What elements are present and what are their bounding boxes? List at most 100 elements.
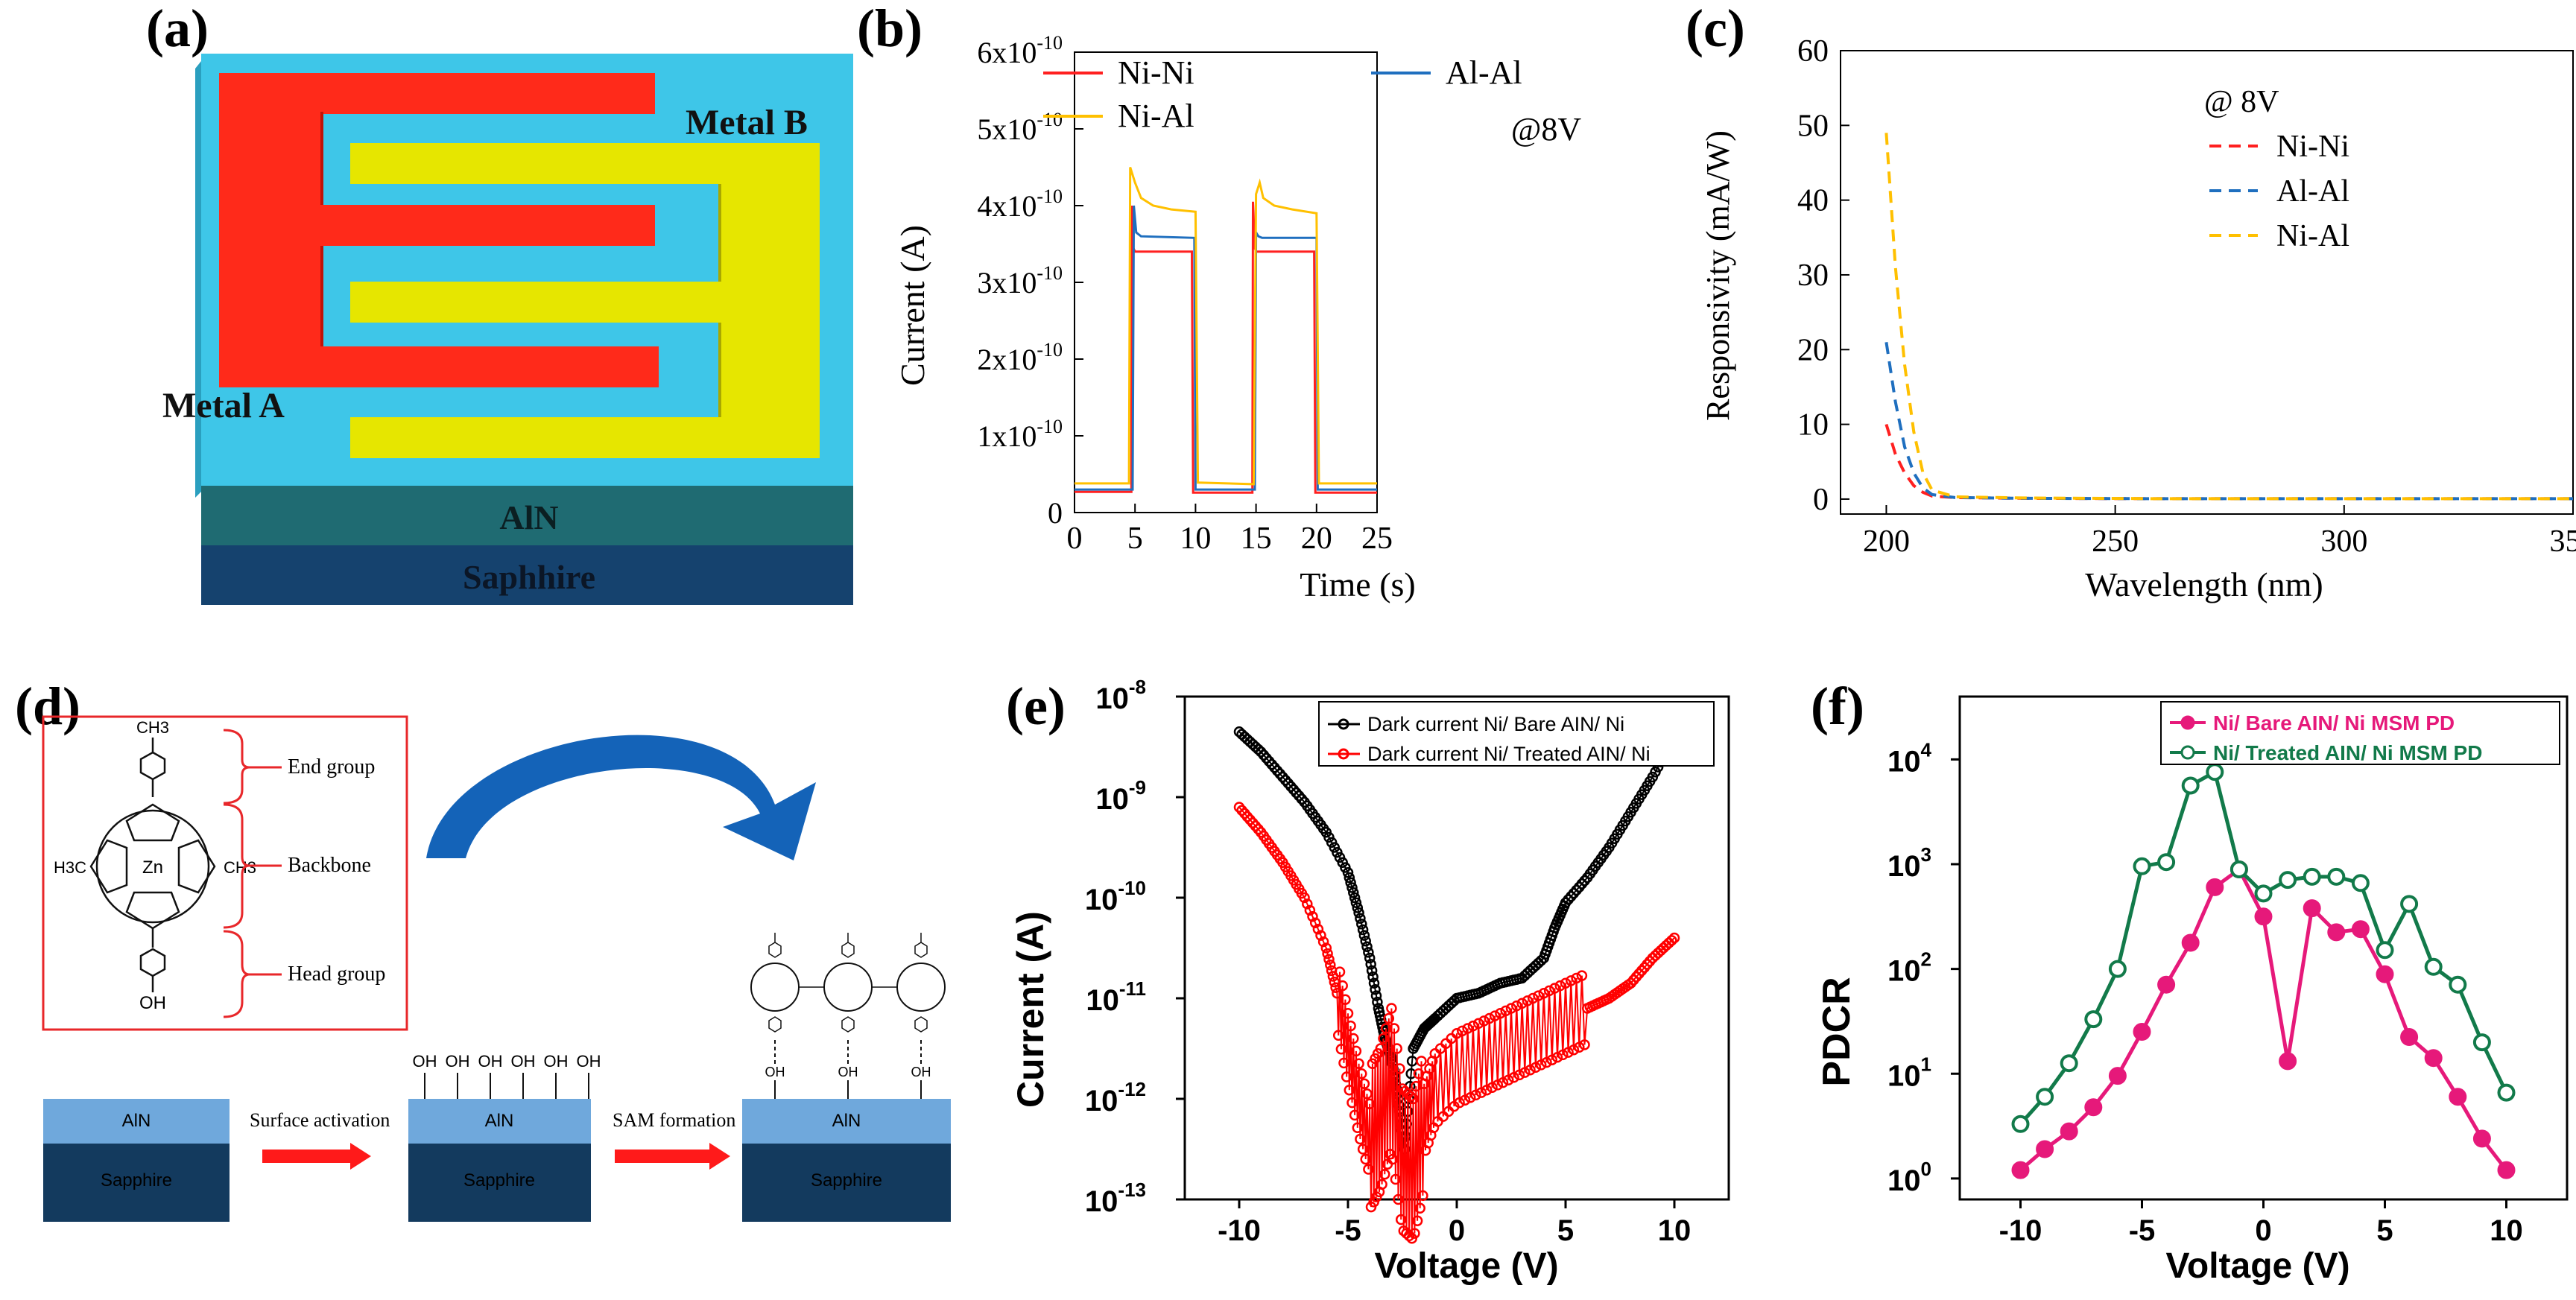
chart-b-current-vs-time: (b) 0 5 10 15 20 25 0 1x10-10 2x10-10 3x10-10 4x10… — [857, 0, 1582, 603]
e-data-point — [1508, 1072, 1519, 1083]
c-legend-label: Ni-Al — [2276, 219, 2349, 253]
e-data-point — [1352, 1122, 1364, 1134]
e-data-point — [1345, 1020, 1356, 1032]
e-data-point — [1568, 1044, 1580, 1056]
f-data-point — [2279, 1052, 2297, 1071]
e-data-point — [1492, 1079, 1504, 1091]
f-data-point — [2376, 965, 2394, 983]
e-data-point — [1414, 1202, 1425, 1214]
e-data-point — [1325, 960, 1336, 971]
e-data-point — [1497, 1077, 1509, 1088]
f-data-point — [2230, 860, 2248, 878]
e-data-point — [1557, 1049, 1569, 1061]
ch3-right-label: CH3 — [224, 858, 256, 877]
e-legend-label: Dark current Ni/ Bare AIN/ Ni — [1367, 713, 1624, 735]
oh-bottom-label: OH — [139, 993, 166, 1013]
e-data-point — [1560, 977, 1572, 989]
e-data-point — [1417, 1190, 1428, 1202]
b-ytick-label: 3x10-10 — [977, 262, 1063, 299]
e-data-point — [1365, 959, 1376, 970]
c-ytick-label: 30 — [1797, 259, 1829, 293]
f-data-point — [2376, 941, 2394, 960]
b-ytick-label: 0 — [1048, 496, 1063, 530]
e-data-point — [1355, 1133, 1366, 1145]
e-data-point — [1304, 904, 1316, 916]
c-ytick-label: 0 — [1813, 483, 1829, 517]
e-data-point — [1346, 1097, 1358, 1109]
b-xtick-label: 5 — [1127, 521, 1143, 556]
f-plot-frame — [1958, 695, 2569, 1201]
e-data-point — [1549, 983, 1560, 994]
e-data-point — [1312, 923, 1324, 935]
e-data-point — [1454, 1097, 1465, 1109]
hydroxyl-label: OH — [511, 1052, 536, 1071]
b-ytick-label: 4x10-10 — [977, 186, 1063, 223]
aln-label-1: AlN — [122, 1111, 151, 1131]
hydroxyl-label: OH — [446, 1052, 470, 1071]
e-ytick-label: 10-12 — [1085, 1078, 1146, 1117]
e-data-point — [1332, 987, 1343, 999]
e-data-point — [1394, 1063, 1405, 1074]
panel-label-e: (e) — [1006, 676, 1066, 736]
e-data-point — [1357, 1144, 1369, 1155]
f-data-point — [2472, 1129, 2491, 1148]
e-data-point — [1503, 1074, 1514, 1085]
panel-label-b: (b) — [857, 0, 923, 58]
chart-e-dark-current: (e) -10 -5 0 5 10 10-8 10-9 10-10 10-11 10-12 10-1… — [1006, 676, 1730, 1286]
f-ytick-label: 100 — [1887, 1158, 1931, 1197]
f-legend-marker — [2180, 715, 2195, 730]
f-data-point — [2497, 1161, 2516, 1179]
e-data-point — [1411, 1215, 1423, 1226]
e-ytick-label: 10-8 — [1095, 676, 1146, 715]
e-data-point — [1513, 1069, 1525, 1081]
b-annotation: @8V — [1511, 111, 1582, 148]
e-data-point — [1457, 1025, 1468, 1037]
e-data-point — [1405, 1068, 1417, 1079]
e-data-point — [1334, 966, 1346, 977]
sam-molecule: OH — [823, 933, 897, 1099]
hydroxyl-label: OH — [413, 1052, 437, 1071]
e-data-point — [1361, 941, 1373, 953]
c-ytick-label: 60 — [1797, 34, 1829, 69]
e-legend-marker — [1338, 748, 1349, 760]
b-ytick-label: 1x10-10 — [977, 416, 1063, 453]
e-xtick-label: -10 — [1218, 1214, 1261, 1247]
b-ytick-label: 5x10-10 — [977, 109, 1063, 146]
e-xtick-label: -5 — [1335, 1214, 1361, 1247]
e-xlabel: Voltage (V) — [1374, 1246, 1558, 1286]
e-data-point — [1330, 982, 1341, 993]
e-data-point — [1563, 1047, 1574, 1058]
e-data-point — [1390, 1173, 1402, 1185]
zn-label: Zn — [142, 857, 163, 878]
f-xtick-label: 5 — [2376, 1214, 2393, 1247]
f-data-point — [2327, 923, 2346, 942]
f-data-point — [2011, 1114, 2030, 1133]
c-xtick-label: 200 — [1863, 524, 1910, 559]
e-data-point — [1405, 1091, 1417, 1102]
e-data-point — [1459, 1094, 1471, 1106]
f-data-point — [2497, 1083, 2516, 1102]
e-data-point — [1346, 882, 1358, 893]
e-series-line — [1238, 806, 1675, 1239]
f-data-point — [2181, 933, 2200, 952]
f-data-point — [2157, 853, 2176, 872]
porphyrin-molecule — [89, 738, 216, 992]
e-data-point — [1546, 1054, 1558, 1065]
e-data-point — [1403, 1230, 1415, 1242]
e-data-point — [1535, 1059, 1547, 1071]
sam-oh-label: OH — [838, 1065, 858, 1079]
metal-a-label: Metal A — [162, 386, 285, 425]
f-data-point — [2400, 1028, 2419, 1046]
e-data-point — [1364, 952, 1376, 964]
f-data-point — [2133, 1023, 2151, 1041]
f-legend-marker — [2180, 745, 2195, 760]
f-legend-label: Ni/ Bare AIN/ Ni MSM PD — [2213, 711, 2455, 735]
e-data-point — [1533, 990, 1544, 1001]
e-data-point — [1302, 898, 1313, 910]
f-data-point — [2351, 874, 2370, 892]
b-xtick-label: 25 — [1361, 521, 1393, 556]
aln-layer — [201, 486, 853, 545]
b-ytick-label: 2x10-10 — [977, 339, 1063, 376]
f-data-point — [2036, 1140, 2054, 1158]
e-legend-label: Dark current Ni/ Treated AIN/ Ni — [1367, 743, 1651, 765]
